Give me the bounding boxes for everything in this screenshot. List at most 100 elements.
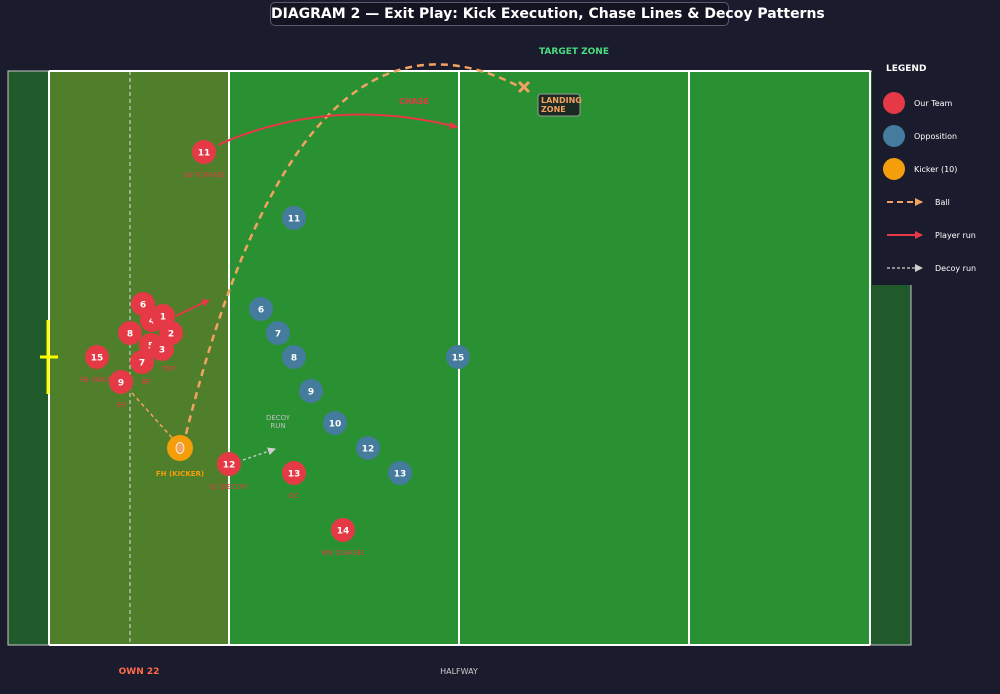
opposition-player-12: 12 (356, 436, 380, 460)
legend-items: Our Team Opposition Kicker (10) Ball Player … (883, 92, 976, 273)
opposition-player-marker (266, 321, 290, 345)
our-team-player-12: 12 IC (DECOY) (210, 452, 249, 491)
our-team-player-marker (282, 461, 306, 485)
opposition-player-9: 9 (299, 379, 323, 403)
legend-label: Ball (935, 198, 950, 207)
halfway-label: HALFWAY (440, 667, 478, 676)
goal-posts-icon (40, 320, 58, 394)
our-team-player-number: 14 (337, 527, 350, 537)
decoy-run-label-2: RUN (270, 422, 285, 430)
our-team-player-number: 15 (91, 354, 104, 364)
our-team-player-marker (217, 452, 241, 476)
our-team-player-number: 8 (127, 330, 133, 340)
pack-drive-arrow (175, 299, 210, 317)
our-team-player-role: IC (DECOY) (210, 483, 249, 491)
opposition-player-number: 6 (258, 306, 264, 316)
opposition-player-number: 15 (452, 354, 465, 364)
own-22-label: OWN 22 (119, 667, 160, 677)
diagram-title: DIAGRAM 2 — Exit Play: Kick Execution, C… (270, 2, 825, 26)
legend-label: Opposition (914, 132, 957, 141)
legend-swatch (883, 92, 905, 114)
opposition-player-marker (356, 436, 380, 460)
our-team-player-role: FB (WAIT) (80, 376, 114, 384)
our-team-player-marker (130, 350, 154, 374)
legend-label: Kicker (10) (914, 165, 957, 174)
opposition-player-marker (282, 345, 306, 369)
our-team-player-role: BF (142, 378, 151, 386)
opposition-player-number: 13 (394, 470, 407, 480)
our-team-player-3: 3 TKP (150, 337, 175, 373)
our-team-player-number: 4 (149, 317, 155, 327)
pass-line (131, 392, 175, 441)
ball-flight-path (184, 63, 519, 435)
chase-run-arrow (217, 113, 458, 146)
svg-text:LANDING: LANDING (541, 96, 582, 105)
opposition-player-marker (323, 411, 347, 435)
opposition-player-marker (388, 461, 412, 485)
opposition-player-number: 11 (288, 215, 301, 225)
our-team-player-number: 11 (198, 149, 211, 159)
landing-cross-icon (517, 80, 531, 94)
legend-swatch (883, 125, 905, 147)
our-team-player-14: 14 RW (CHASE) (322, 518, 365, 557)
our-team-player-7: 7 BF (130, 350, 154, 386)
our-team-player-marker (109, 370, 133, 394)
legend-label: Decoy run (935, 264, 976, 273)
opposition-player-10: 10 (323, 411, 347, 435)
our-team-player-marker (118, 321, 142, 345)
kicker-player: FH (KICKER) (156, 435, 204, 478)
opposition-players: 11 6 7 8 9 10 12 13 15 (249, 206, 470, 485)
legend-label: Player run (935, 231, 976, 240)
our-team-player-13: 13 OC (282, 461, 306, 500)
our-team-player-8: 8 (118, 321, 142, 345)
svg-text:ZONE: ZONE (541, 105, 566, 114)
our-team-player-number: 6 (140, 301, 146, 311)
rugby-ball-icon (175, 442, 185, 454)
our-team-player-number: 2 (168, 330, 174, 340)
opposition-player-15: 15 (446, 345, 470, 369)
opposition-player-marker (249, 297, 273, 321)
legend-item-circle: Our Team (883, 92, 953, 114)
legend-swatch (883, 158, 905, 180)
legend-item-decoy: Decoy run (887, 264, 976, 273)
decoy-run-arrow (242, 447, 276, 461)
opposition-player-number: 8 (291, 354, 297, 364)
legend-item-circle: Opposition (883, 125, 957, 147)
our-team-player-11: 11 LW (CHASE) (183, 140, 225, 179)
our-team-player-marker (150, 337, 174, 361)
legend-item-run: Player run (887, 231, 976, 240)
legend-item-circle: Kicker (10) (883, 158, 957, 180)
decoy-run-label-1: DECOY (266, 414, 291, 422)
our-team-player-marker (85, 345, 109, 369)
opposition-player-13: 13 (388, 461, 412, 485)
our-team-player-15: 15 FB (WAIT) (80, 345, 114, 384)
our-team-player-number: 13 (288, 470, 301, 480)
our-team-player-role: OC (289, 492, 300, 500)
kicker-role: FH (KICKER) (156, 470, 204, 478)
our-team-player-marker (331, 518, 355, 542)
opposition-player-number: 10 (329, 420, 342, 430)
opposition-player-11: 11 (282, 206, 306, 230)
our-team-player-role: TKP (161, 365, 175, 373)
legend-item-ball: Ball (887, 198, 950, 207)
chase-label: CHASE (399, 97, 429, 106)
our-team-player-9: 9 SH (109, 370, 133, 409)
opposition-player-8: 8 (282, 345, 306, 369)
opposition-player-number: 7 (275, 330, 281, 340)
opposition-player-6: 6 (249, 297, 273, 321)
our-team-player-number: 3 (159, 346, 165, 356)
opposition-player-7: 7 (266, 321, 290, 345)
target-zone-label: TARGET ZONE (539, 47, 609, 57)
our-team-player-role: RW (CHASE) (322, 549, 365, 557)
our-team-player-role: LW (CHASE) (183, 171, 225, 179)
opposition-player-marker (299, 379, 323, 403)
kicker-fh: FH (KICKER) (156, 435, 204, 478)
our-team-player-number: 12 (223, 461, 236, 471)
our-team-player-number: 7 (139, 359, 145, 369)
our-team-player-number: 9 (118, 379, 124, 389)
opposition-player-number: 9 (308, 388, 314, 398)
opposition-player-marker (282, 206, 306, 230)
legend-title: LEGEND (886, 64, 926, 74)
